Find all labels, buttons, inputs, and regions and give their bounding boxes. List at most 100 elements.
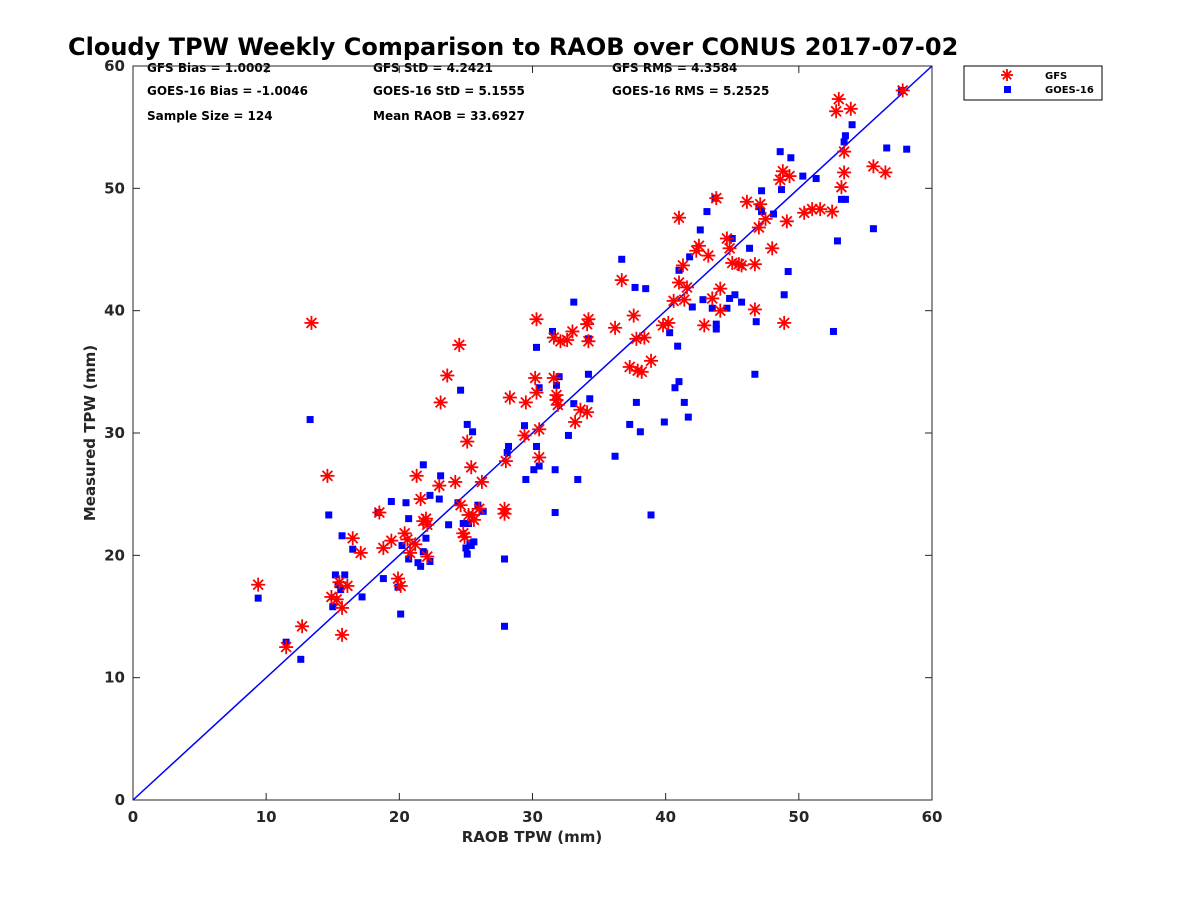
gfs-point bbox=[765, 241, 780, 256]
goes-point bbox=[462, 544, 470, 552]
plot-area bbox=[132, 65, 933, 801]
goes-point bbox=[254, 594, 262, 602]
gfs-point bbox=[420, 549, 435, 564]
goes-point bbox=[703, 208, 711, 216]
y-tick-label: 30 bbox=[104, 424, 125, 442]
gfs-point bbox=[866, 159, 881, 174]
axes: 0 10 20 30 40 50 60 0 10 20 30 40 50 60 bbox=[104, 57, 942, 826]
goes-point bbox=[422, 534, 430, 542]
goes-point bbox=[636, 428, 644, 436]
stats-block: GFS Bias = 1.0002 GOES-16 Bias = -1.0046… bbox=[147, 61, 769, 123]
goes-point bbox=[787, 154, 795, 162]
goes-point bbox=[457, 386, 465, 394]
goes-point bbox=[445, 521, 453, 529]
gfs-point bbox=[837, 144, 852, 159]
x-tick-label: 30 bbox=[522, 808, 543, 826]
legend-goes-label: GOES-16 bbox=[1045, 85, 1094, 96]
gfs-point bbox=[697, 318, 712, 333]
legend-gfs-marker bbox=[1001, 69, 1013, 81]
goes-point bbox=[840, 138, 848, 146]
goes-point bbox=[780, 291, 788, 299]
gfs-point bbox=[637, 330, 652, 345]
goes-point bbox=[551, 466, 559, 474]
goes-point bbox=[631, 283, 639, 291]
gfs-point bbox=[568, 414, 583, 429]
gfs-point bbox=[532, 450, 547, 465]
goes-point bbox=[532, 343, 540, 351]
gfs-point bbox=[779, 214, 794, 229]
goes-point bbox=[325, 511, 333, 519]
gfs-point bbox=[402, 545, 417, 560]
gfs-point bbox=[432, 478, 447, 493]
goes-point bbox=[426, 557, 434, 565]
gfs-point bbox=[634, 364, 649, 379]
goes-point bbox=[470, 538, 478, 546]
goes-point bbox=[548, 327, 556, 335]
goes-point bbox=[387, 498, 395, 506]
goes-point bbox=[738, 298, 746, 306]
gfs-point bbox=[408, 537, 423, 552]
goes-point bbox=[883, 144, 891, 152]
stat-gfs-bias: GFS Bias = 1.0002 bbox=[147, 61, 271, 75]
gfs-point bbox=[340, 578, 355, 593]
goes-point bbox=[479, 507, 487, 515]
gfs-point bbox=[502, 390, 517, 405]
gfs-point bbox=[709, 191, 724, 206]
gfs-point bbox=[671, 275, 686, 290]
gfs-point bbox=[825, 204, 840, 219]
gfs-point bbox=[751, 220, 766, 235]
gfs-point bbox=[777, 315, 792, 330]
goes-point bbox=[688, 303, 696, 311]
gfs-point bbox=[517, 428, 532, 443]
gfs-point bbox=[679, 280, 694, 295]
goes-point bbox=[731, 291, 739, 299]
y-tick-label: 40 bbox=[104, 302, 125, 320]
goes-point bbox=[848, 121, 856, 129]
gfs-point bbox=[834, 180, 849, 195]
goes-point bbox=[684, 413, 692, 421]
x-tick-label: 50 bbox=[788, 808, 809, 826]
gfs-point bbox=[747, 302, 762, 317]
stat-gfs-std: GFS StD = 4.2421 bbox=[373, 61, 493, 75]
stat-goes-std: GOES-16 StD = 5.1555 bbox=[373, 84, 525, 98]
goes-point bbox=[501, 555, 509, 563]
gfs-point bbox=[453, 498, 468, 513]
gfs-point bbox=[671, 210, 686, 225]
stat-sample-size: Sample Size = 124 bbox=[147, 109, 273, 123]
goes-point bbox=[435, 495, 443, 503]
goes-point bbox=[584, 370, 592, 378]
gfs-point bbox=[546, 370, 561, 385]
gfs-point bbox=[529, 312, 544, 327]
goes-point bbox=[784, 268, 792, 276]
gfs-point bbox=[550, 397, 565, 412]
gfs-point bbox=[460, 434, 475, 449]
goes-point bbox=[535, 384, 543, 392]
gfs-point bbox=[705, 291, 720, 306]
gfs-point bbox=[661, 315, 676, 330]
goes-point bbox=[686, 253, 694, 261]
gfs-point bbox=[384, 533, 399, 548]
goes-point bbox=[437, 472, 445, 480]
legend-goes-marker bbox=[1004, 86, 1011, 93]
goes-point bbox=[778, 186, 786, 194]
goes-point bbox=[521, 422, 529, 430]
goes-point bbox=[564, 431, 572, 439]
goes-point bbox=[551, 509, 559, 517]
x-tick-label: 20 bbox=[389, 808, 410, 826]
one-to-one-line bbox=[132, 65, 933, 801]
goes-point bbox=[675, 378, 683, 386]
gfs-point bbox=[528, 370, 543, 385]
y-tick-label: 60 bbox=[104, 57, 125, 75]
goes-point bbox=[660, 418, 668, 426]
gfs-point bbox=[549, 388, 564, 403]
y-tick-label: 10 bbox=[104, 669, 125, 687]
gfs-point bbox=[518, 395, 533, 410]
goes-point bbox=[405, 515, 413, 523]
goes-point bbox=[467, 542, 475, 550]
gfs-point bbox=[452, 337, 467, 352]
gfs-point bbox=[722, 241, 737, 256]
gfs-point bbox=[895, 83, 910, 98]
goes-point bbox=[398, 542, 406, 550]
gfs-point bbox=[829, 104, 844, 119]
gfs-point bbox=[335, 600, 350, 615]
